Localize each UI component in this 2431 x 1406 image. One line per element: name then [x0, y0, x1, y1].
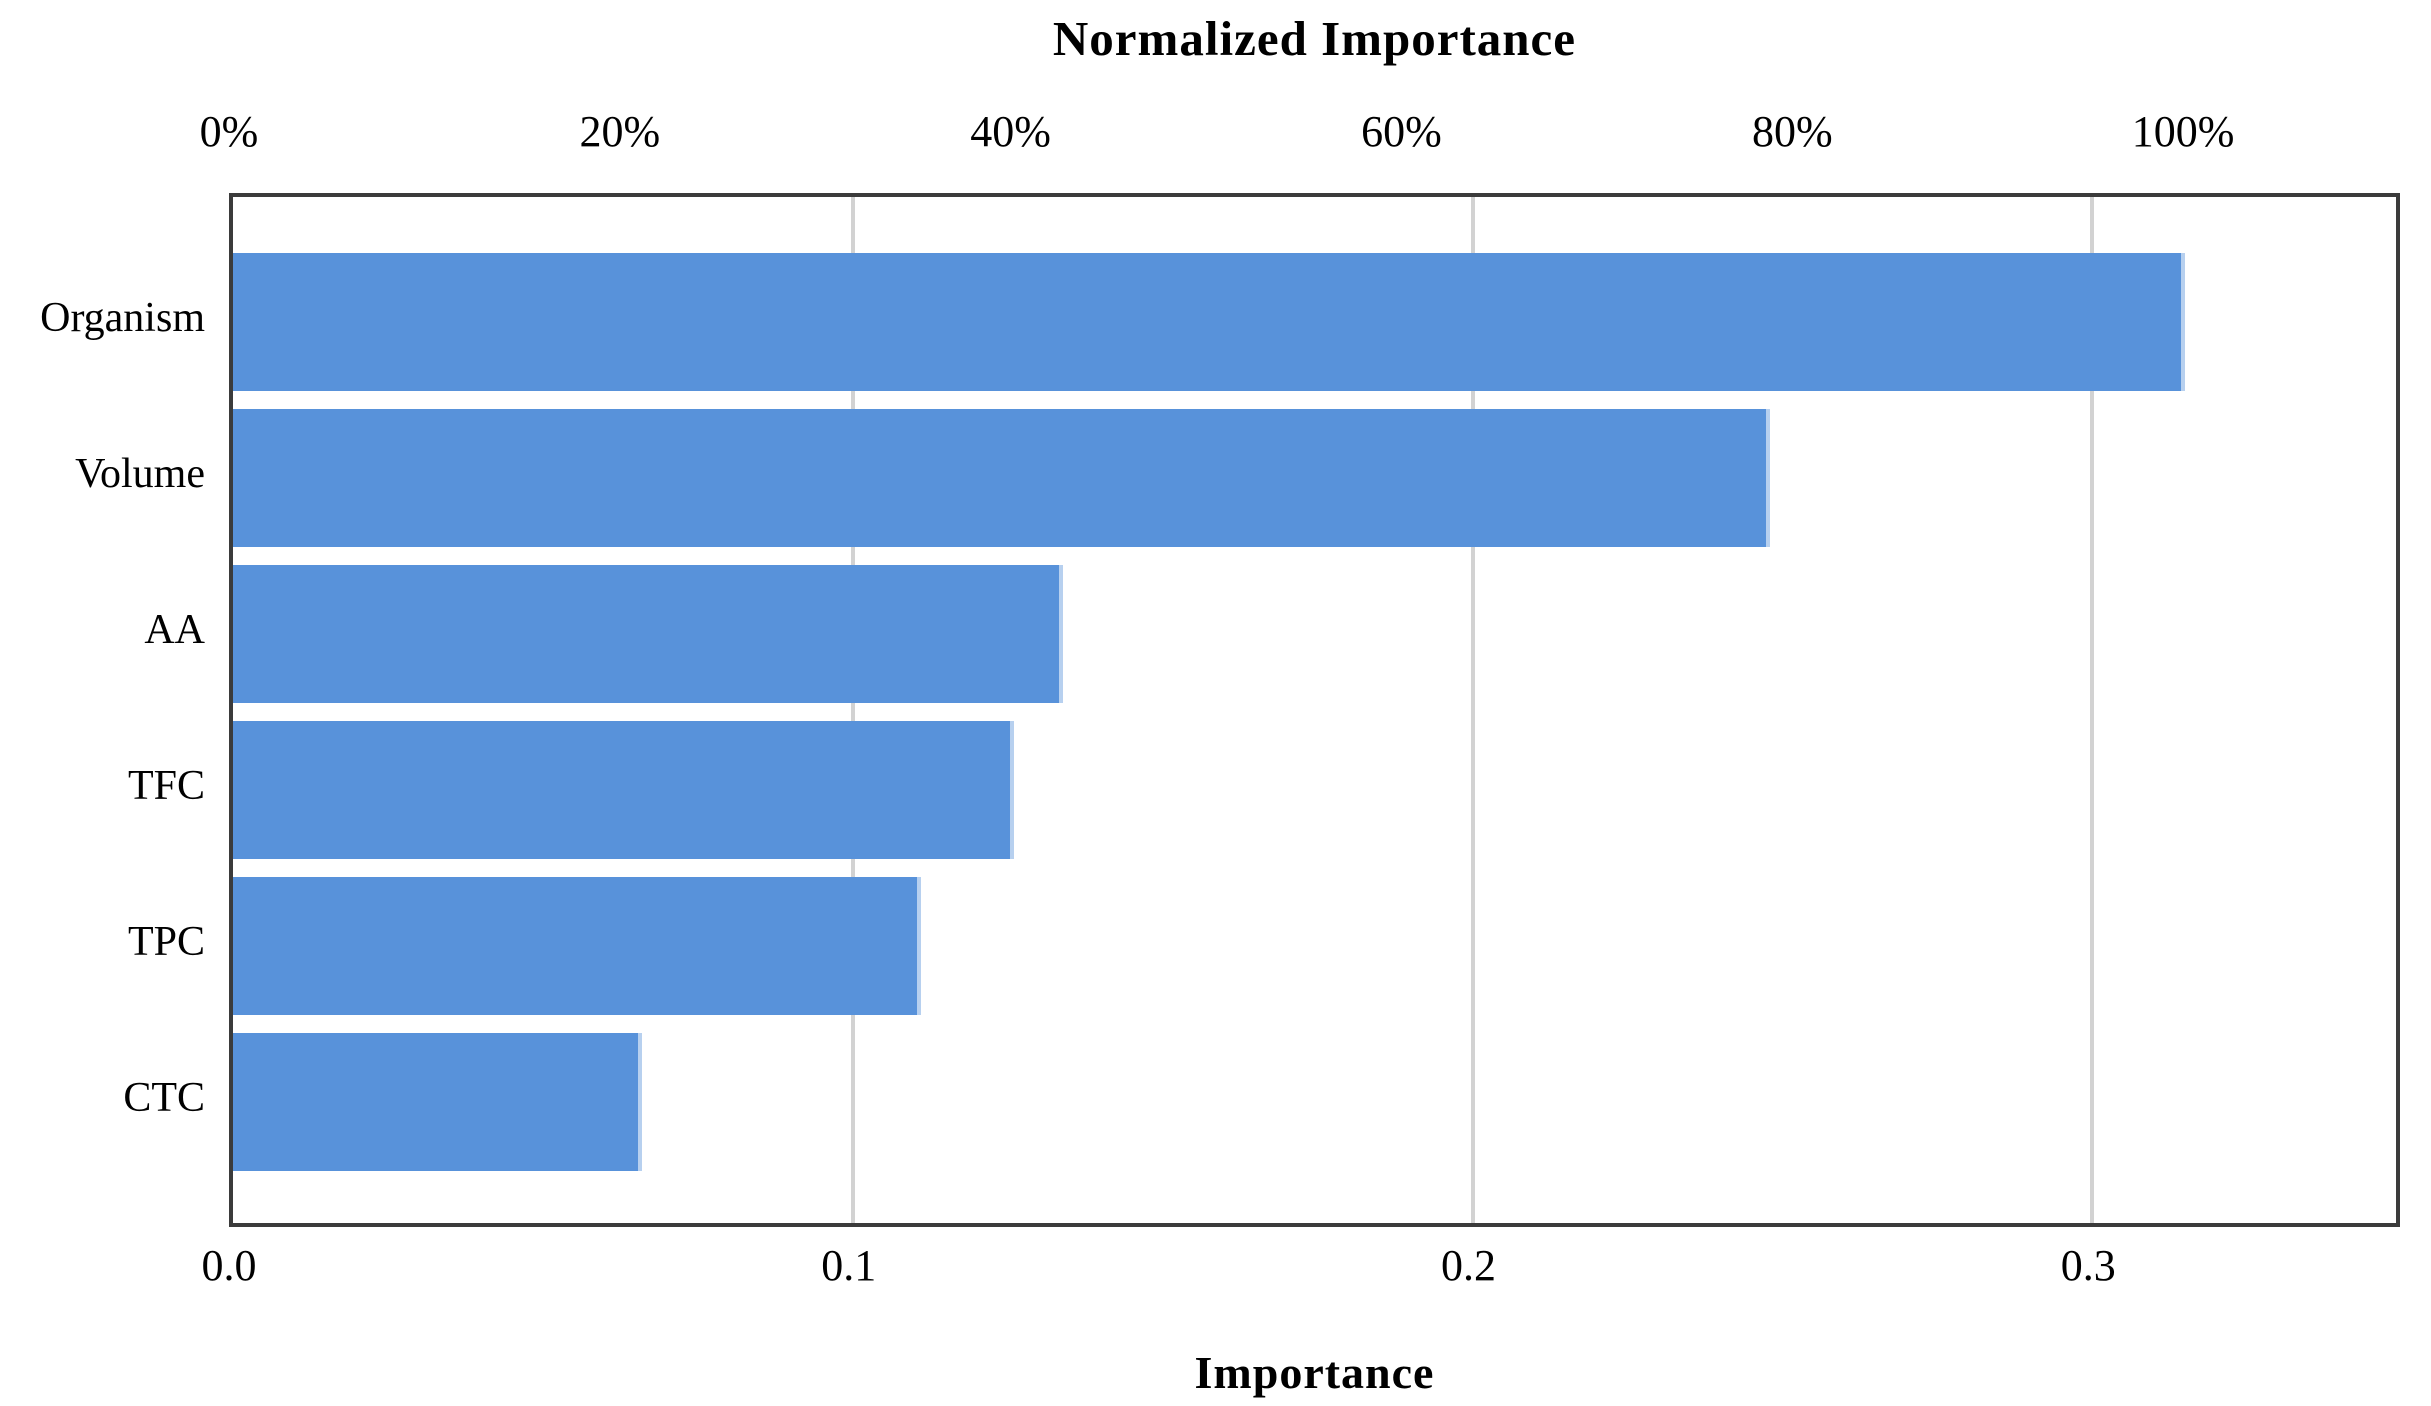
category-label-ctc: CTC — [123, 1075, 205, 1121]
bottom-tick-0.1: 0.1 — [821, 1241, 877, 1290]
category-label-aa: AA — [144, 607, 205, 653]
bottom-tick-0.2: 0.2 — [1441, 1241, 1496, 1290]
bar-tfc — [233, 721, 1014, 859]
category-label-tpc: TPC — [127, 919, 205, 965]
top-tick-80: 80% — [1751, 107, 1833, 156]
bar-tpc — [233, 877, 921, 1015]
top-tick-60: 60% — [1361, 107, 1442, 156]
plot-area — [229, 193, 2400, 1227]
bottom-tick-0.0: 0.0 — [201, 1241, 257, 1290]
category-label-tfc: TFC — [127, 763, 205, 809]
top-tick-100: 100% — [2131, 107, 2235, 156]
chart-title: Normalized Importance — [1052, 11, 1577, 66]
gridline-0.2 — [1470, 197, 1475, 1223]
top-tick-40: 40% — [970, 107, 1051, 156]
bar-aa — [233, 565, 1063, 703]
top-tick-0: 0% — [199, 107, 259, 156]
bar-volume — [233, 409, 1770, 547]
bar-ctc — [233, 1033, 642, 1171]
category-label-organism: Organism — [40, 295, 205, 341]
gridline-0.1 — [850, 197, 855, 1223]
gridline-0.3 — [2090, 197, 2095, 1223]
category-label-volume: Volume — [75, 451, 205, 497]
bottom-axis-title: Importance — [1194, 1347, 1435, 1398]
bottom-tick-0.3: 0.3 — [2060, 1241, 2116, 1290]
bar-organism — [233, 253, 2185, 391]
top-tick-20: 20% — [579, 107, 661, 156]
